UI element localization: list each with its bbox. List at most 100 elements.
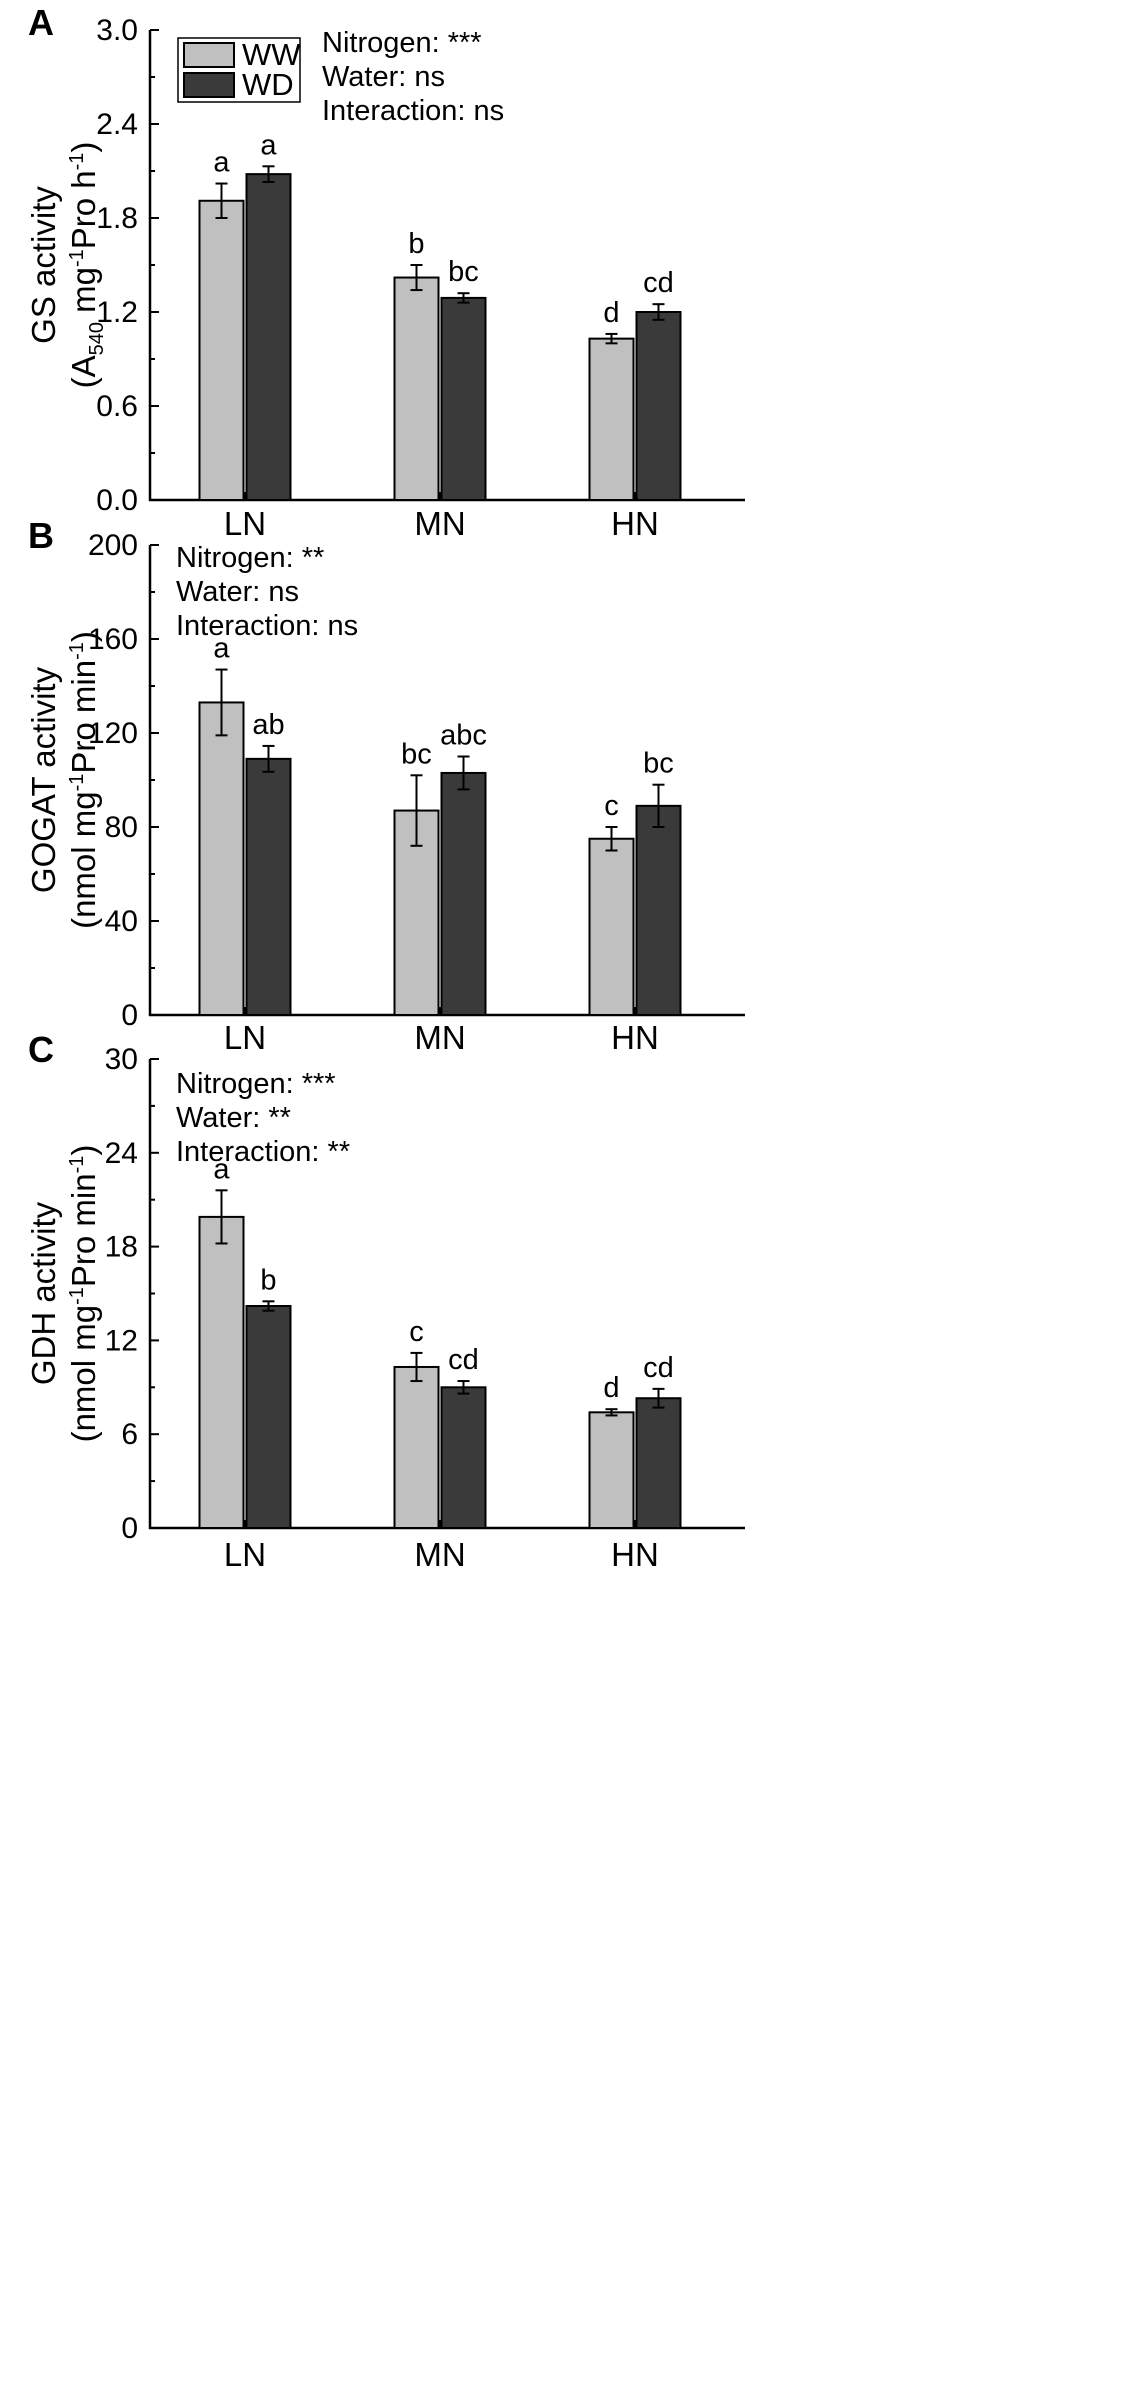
significance-letter: c bbox=[604, 790, 619, 822]
panel-a: A 0.0 0.6 1.2 1.8 2.4 3.0 LN MN HN GS activity(A54… bbox=[25, 2, 745, 542]
significance-letter: d bbox=[603, 297, 619, 329]
y-tick-label: 12 bbox=[105, 1324, 138, 1357]
stat-annotation: Nitrogen: *** bbox=[176, 1068, 336, 1100]
significance-letter: bc bbox=[401, 738, 432, 770]
significance-letter: b bbox=[260, 1264, 276, 1296]
y-axis-unit: (nmol mg-1Pro min-1) bbox=[65, 631, 102, 929]
stat-annotation: Water: ** bbox=[176, 1102, 291, 1134]
bar-ww-ln bbox=[198, 701, 245, 1016]
bar-wd-mn bbox=[440, 1386, 487, 1530]
significance-letter: a bbox=[213, 1153, 230, 1185]
bar-wd-mn bbox=[440, 771, 487, 1017]
significance-letter: c bbox=[409, 1316, 424, 1348]
y-axis-unit-part: ) bbox=[65, 1145, 102, 1156]
x-category-label: HN bbox=[611, 1019, 659, 1056]
y-tick-label: 30 bbox=[105, 1043, 138, 1076]
y-axis-unit-part: -1 bbox=[66, 153, 88, 171]
bar-ww-ln bbox=[198, 199, 245, 501]
y-tick-label: 40 bbox=[105, 905, 138, 938]
y-axis-title: GS activity bbox=[25, 186, 62, 344]
significance-letter: b bbox=[408, 228, 424, 260]
significance-letter: cd bbox=[643, 1352, 674, 1384]
y-tick-label: 0 bbox=[121, 1512, 138, 1545]
stat-annotation: Nitrogen: ** bbox=[176, 542, 324, 574]
y-axis-unit-part: Pro min bbox=[65, 1173, 102, 1287]
y-axis-unit-part: mg bbox=[65, 267, 102, 322]
y-axis-unit-part: (A bbox=[65, 355, 102, 388]
y-tick-label: 18 bbox=[105, 1231, 138, 1264]
bar-wd-ln bbox=[245, 757, 292, 1016]
y-tick-label: 200 bbox=[88, 529, 138, 562]
significance-letter: d bbox=[603, 1372, 619, 1404]
y-axis-label: GDH activity (nmol mg-1Pro min-1) bbox=[25, 1145, 102, 1443]
y-axis-unit-part: -1 bbox=[66, 1287, 88, 1305]
y-axis-unit-part: (nmol mg bbox=[65, 791, 102, 929]
y-axis-unit-part: (nmol mg bbox=[65, 1305, 102, 1443]
x-category-label: MN bbox=[414, 1019, 465, 1056]
y-tick-label: 0.0 bbox=[96, 484, 138, 517]
y-axis-title: GDH activity bbox=[25, 1201, 62, 1385]
bar-wd-ln bbox=[245, 1305, 292, 1530]
stat-annotation: Interaction: ns bbox=[322, 95, 504, 127]
y-tick-label: 80 bbox=[105, 811, 138, 844]
legend-swatch-wd bbox=[183, 72, 235, 98]
stat-annotation: Interaction: ** bbox=[176, 1136, 350, 1168]
x-category-label: MN bbox=[414, 1536, 465, 1573]
y-axis-unit: (nmol mg-1Pro min-1) bbox=[65, 1145, 102, 1443]
significance-letter: a bbox=[213, 147, 230, 179]
y-axis-label: GS activity(A540 mg-1Pro h-1) bbox=[25, 142, 108, 389]
bar-wd-hn bbox=[635, 311, 682, 501]
stat-annotation: Interaction: ns bbox=[176, 610, 358, 642]
stat-annotation: Water: ns bbox=[322, 61, 445, 93]
legend-label-wd: WD bbox=[242, 67, 294, 102]
y-axis-unit-part: -1 bbox=[66, 1156, 88, 1174]
significance-letter: bc bbox=[643, 748, 674, 780]
bar-ww-hn bbox=[588, 337, 635, 501]
x-category-label: HN bbox=[611, 505, 659, 542]
significance-letter: cd bbox=[448, 1344, 479, 1376]
significance-letter: a bbox=[213, 633, 230, 665]
legend-label-ww: WW bbox=[242, 37, 301, 72]
panel-b: B 0 40 80 120 160 200 LN MN HN GOGAT activity (nmol… bbox=[25, 515, 745, 1056]
y-axis-unit-part: -1 bbox=[66, 249, 88, 267]
y-axis-unit-part: ) bbox=[65, 631, 102, 642]
y-axis-unit-part: ) bbox=[65, 142, 102, 153]
significance-letter: cd bbox=[643, 267, 674, 299]
significance-letter: ab bbox=[252, 709, 284, 741]
stat-annotation: Water: ns bbox=[176, 576, 299, 608]
legend-swatch-ww bbox=[183, 42, 235, 68]
y-tick-label: 24 bbox=[105, 1137, 138, 1170]
panel-letter: C bbox=[28, 1029, 54, 1070]
y-axis-unit-part: Pro min bbox=[65, 660, 102, 774]
y-axis-unit: (A540 mg-1Pro h-1) bbox=[65, 142, 108, 389]
bar-wd-ln bbox=[245, 173, 292, 501]
y-axis-unit-part: -1 bbox=[66, 642, 88, 660]
y-axis-title: GOGAT activity bbox=[25, 666, 62, 893]
y-axis-unit-part: -1 bbox=[66, 774, 88, 792]
bar-ww-hn bbox=[588, 837, 635, 1016]
bar-wd-mn bbox=[440, 296, 487, 501]
stat-annotation: Nitrogen: *** bbox=[322, 27, 482, 59]
y-tick-label: 3.0 bbox=[96, 14, 138, 47]
bar-wd-hn bbox=[635, 1397, 682, 1529]
y-tick-label: 1.2 bbox=[96, 296, 138, 329]
y-tick-label: 120 bbox=[88, 717, 138, 750]
significance-letter: bc bbox=[448, 256, 479, 288]
y-tick-label: 160 bbox=[88, 623, 138, 656]
y-tick-label: 2.4 bbox=[96, 108, 138, 141]
bar-wd-hn bbox=[635, 804, 682, 1016]
y-tick-label: 0 bbox=[121, 999, 138, 1032]
y-axis-label: GOGAT activity (nmol mg-1Pro min-1) bbox=[25, 631, 102, 929]
y-tick-label: 1.8 bbox=[96, 202, 138, 235]
bar-ww-hn bbox=[588, 1411, 635, 1530]
x-category-label: HN bbox=[611, 1536, 659, 1573]
significance-letter: abc bbox=[440, 720, 487, 752]
y-axis-unit-part: Pro h bbox=[65, 170, 102, 249]
x-category-label: MN bbox=[414, 505, 465, 542]
bar-ww-mn bbox=[393, 276, 440, 501]
y-tick-label: 6 bbox=[121, 1418, 138, 1451]
x-category-label: LN bbox=[224, 1536, 266, 1573]
